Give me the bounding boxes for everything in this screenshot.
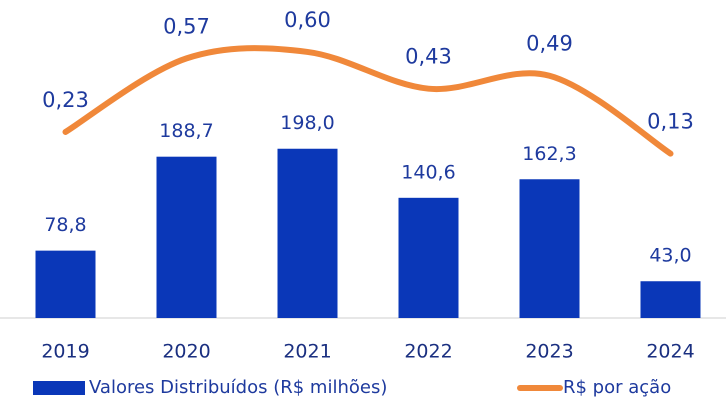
line-value-label: 0,43: [405, 45, 452, 69]
legend-swatch: [33, 381, 85, 395]
bar-value-label: 198,0: [280, 112, 334, 134]
x-tick-label: 2024: [646, 341, 694, 363]
line-value-label: 0,60: [284, 8, 331, 32]
line-value-label: 0,13: [647, 110, 694, 134]
legend-label: Valores Distribuídos (R$ milhões): [89, 377, 387, 398]
bar-value-label: 140,6: [401, 161, 455, 183]
x-tick-label: 2019: [41, 341, 89, 363]
x-tick-label: 2022: [404, 341, 452, 363]
bar: [277, 148, 338, 318]
line-value-label: 0,23: [42, 88, 89, 112]
bar-value-label: 188,7: [159, 120, 213, 142]
bar: [519, 179, 580, 318]
bar: [35, 250, 96, 318]
x-tick-label: 2023: [525, 341, 573, 363]
line: [62, 45, 674, 157]
line-value-label: 0,57: [163, 14, 210, 38]
bar-value-label: 78,8: [44, 214, 86, 236]
line-value-label: 0,49: [526, 32, 573, 56]
legend-label: R$ por ação: [563, 377, 671, 398]
bar: [156, 156, 217, 318]
x-tick-label: 2020: [162, 341, 210, 363]
x-tick-label: 2021: [283, 341, 331, 363]
bar-value-label: 162,3: [522, 143, 576, 165]
bar: [640, 281, 701, 318]
bar-value-label: 43,0: [649, 245, 691, 267]
bar: [398, 197, 459, 318]
